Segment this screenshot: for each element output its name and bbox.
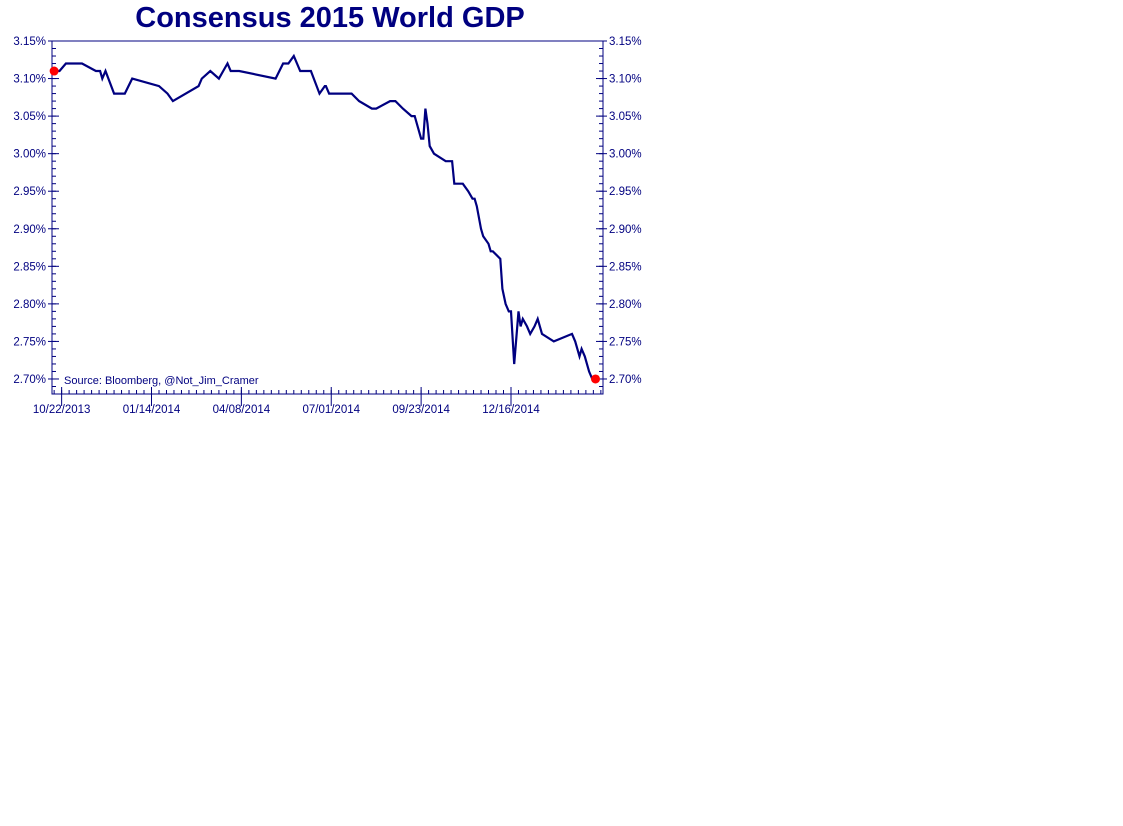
- x-tick-label: 09/23/2014: [392, 404, 450, 416]
- end-point-marker: [591, 374, 601, 384]
- y-tick-label-right: 3.00%: [609, 149, 642, 161]
- x-tick-label: 12/16/2014: [482, 404, 540, 416]
- y-tick-label-right: 2.80%: [609, 299, 642, 311]
- source-annotation: Source: Bloomberg, @Not_Jim_Cramer: [64, 375, 259, 387]
- y-tick-label-right: 2.75%: [609, 336, 642, 348]
- y-tick-label-right: 3.10%: [609, 74, 642, 86]
- y-tick-label-right: 2.85%: [609, 261, 642, 273]
- y-tick-label-right: 2.95%: [609, 186, 642, 198]
- x-tick-label: 01/14/2014: [123, 404, 181, 416]
- y-tick-label-right: 2.70%: [609, 374, 642, 386]
- y-tick-label-right: 3.15%: [609, 36, 642, 48]
- series-line: [54, 53, 596, 381]
- y-tick-label-left: 3.10%: [13, 74, 46, 86]
- y-tick-label-right: 3.05%: [609, 111, 642, 123]
- y-tick-label-left: 2.90%: [13, 224, 46, 236]
- y-tick-label-left: 2.75%: [13, 336, 46, 348]
- x-tick-label: 10/22/2013: [33, 404, 91, 416]
- x-tick-label: 07/01/2014: [302, 404, 360, 416]
- chart-title: Consensus 2015 World GDP: [135, 2, 525, 34]
- y-tick-label-left: 3.00%: [13, 149, 46, 161]
- plot-frame: [51, 40, 604, 395]
- y-tick-label-left: 2.95%: [13, 186, 46, 198]
- plot-area: 2.70% 2.75% 2.80% 2.85% 2.90% 2.95% 3.00% 3.05%…: [13, 36, 642, 416]
- y-tick-label-left: 2.70%: [13, 374, 46, 386]
- y-tick-label-left: 2.85%: [13, 261, 46, 273]
- chart: Consensus 2015 World GDP 2.70% 2.75% 2.80%…: [0, 0, 660, 430]
- y-tick-label-left: 2.80%: [13, 299, 46, 311]
- y-tick-label-right: 2.90%: [609, 224, 642, 236]
- x-tick-label: 04/08/2014: [213, 404, 271, 416]
- y-tick-label-left: 3.05%: [13, 111, 46, 123]
- y-tick-label-left: 3.15%: [13, 36, 46, 48]
- start-point-marker: [49, 66, 59, 76]
